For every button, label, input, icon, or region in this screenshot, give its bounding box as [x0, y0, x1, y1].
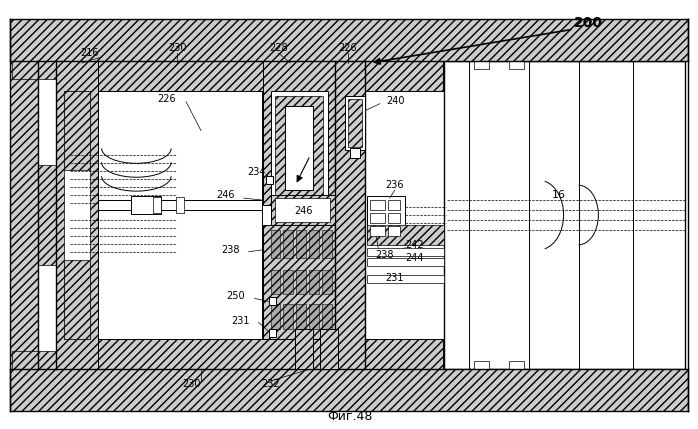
Bar [12, 61, 38, 79]
Bar [271, 195, 335, 225]
Bar [388, 226, 400, 236]
Bar [322, 305, 332, 329]
Bar [285, 106, 313, 190]
Text: 238: 238 [376, 250, 394, 260]
Bar [271, 230, 281, 258]
Text: 238: 238 [221, 245, 240, 255]
Bar [474, 61, 489, 69]
Text: 16: 16 [551, 190, 565, 200]
Text: 230: 230 [168, 43, 186, 53]
Bar [335, 61, 365, 369]
Bar [445, 61, 685, 369]
Text: 242: 242 [406, 240, 424, 250]
Bar [322, 230, 332, 258]
Bar [12, 351, 38, 369]
Bar [370, 226, 385, 236]
Bar [10, 19, 688, 61]
Bar [98, 200, 262, 210]
Bar [98, 91, 262, 339]
Bar [269, 329, 276, 337]
Bar [474, 361, 489, 369]
Text: 234: 234 [247, 167, 266, 177]
Bar [269, 297, 276, 305]
Text: 216: 216 [80, 48, 99, 58]
Bar [154, 197, 161, 213]
Text: 244: 244 [406, 253, 424, 263]
Bar [370, 213, 385, 223]
Bar [297, 305, 306, 329]
Bar [297, 270, 306, 294]
Bar [38, 61, 56, 79]
Text: Фиг.48: Фиг.48 [327, 410, 373, 423]
Text: 250: 250 [226, 291, 245, 302]
Bar [131, 196, 161, 214]
Bar [295, 329, 313, 369]
Bar [345, 96, 365, 151]
Text: 226: 226 [339, 43, 357, 53]
Bar [56, 61, 443, 91]
Bar [262, 61, 337, 205]
Bar [176, 197, 184, 213]
Bar [320, 329, 338, 369]
Bar [64, 260, 89, 339]
Bar [367, 258, 445, 266]
Bar [10, 369, 688, 411]
Bar [265, 176, 274, 184]
Bar [10, 61, 38, 369]
Bar [271, 305, 281, 329]
Text: 200: 200 [574, 16, 603, 30]
Bar [388, 200, 400, 210]
Bar [350, 148, 360, 158]
Text: 246: 246 [294, 206, 313, 216]
Text: 240: 240 [387, 96, 405, 106]
Bar [38, 351, 56, 369]
Bar [367, 225, 445, 245]
Bar [283, 270, 293, 294]
Bar [367, 248, 445, 256]
Bar [262, 225, 335, 339]
Bar [309, 230, 319, 258]
Text: 230: 230 [181, 379, 200, 389]
Bar [56, 61, 98, 369]
Bar [56, 339, 443, 369]
Bar [509, 361, 524, 369]
Bar [370, 200, 385, 210]
Bar [38, 61, 56, 369]
Bar [309, 270, 319, 294]
Text: 231: 231 [385, 272, 404, 283]
Bar [348, 99, 362, 148]
Bar [309, 305, 319, 329]
Bar [322, 270, 332, 294]
Text: 232: 232 [261, 379, 280, 389]
Text: 236: 236 [385, 180, 404, 190]
Bar [509, 61, 524, 69]
Text: 231: 231 [232, 316, 250, 326]
Bar [64, 91, 89, 170]
Bar [271, 91, 328, 205]
Text: 228: 228 [269, 43, 288, 53]
Bar [367, 275, 445, 283]
Bar [38, 165, 56, 265]
Bar [297, 230, 306, 258]
Bar [283, 305, 293, 329]
Bar [276, 96, 323, 200]
Bar [367, 196, 405, 241]
Text: 246: 246 [216, 190, 235, 200]
Bar [283, 230, 293, 258]
Bar [271, 270, 281, 294]
Bar [276, 198, 330, 222]
Text: 226: 226 [157, 94, 175, 104]
Bar [64, 91, 89, 339]
Bar [388, 213, 400, 223]
